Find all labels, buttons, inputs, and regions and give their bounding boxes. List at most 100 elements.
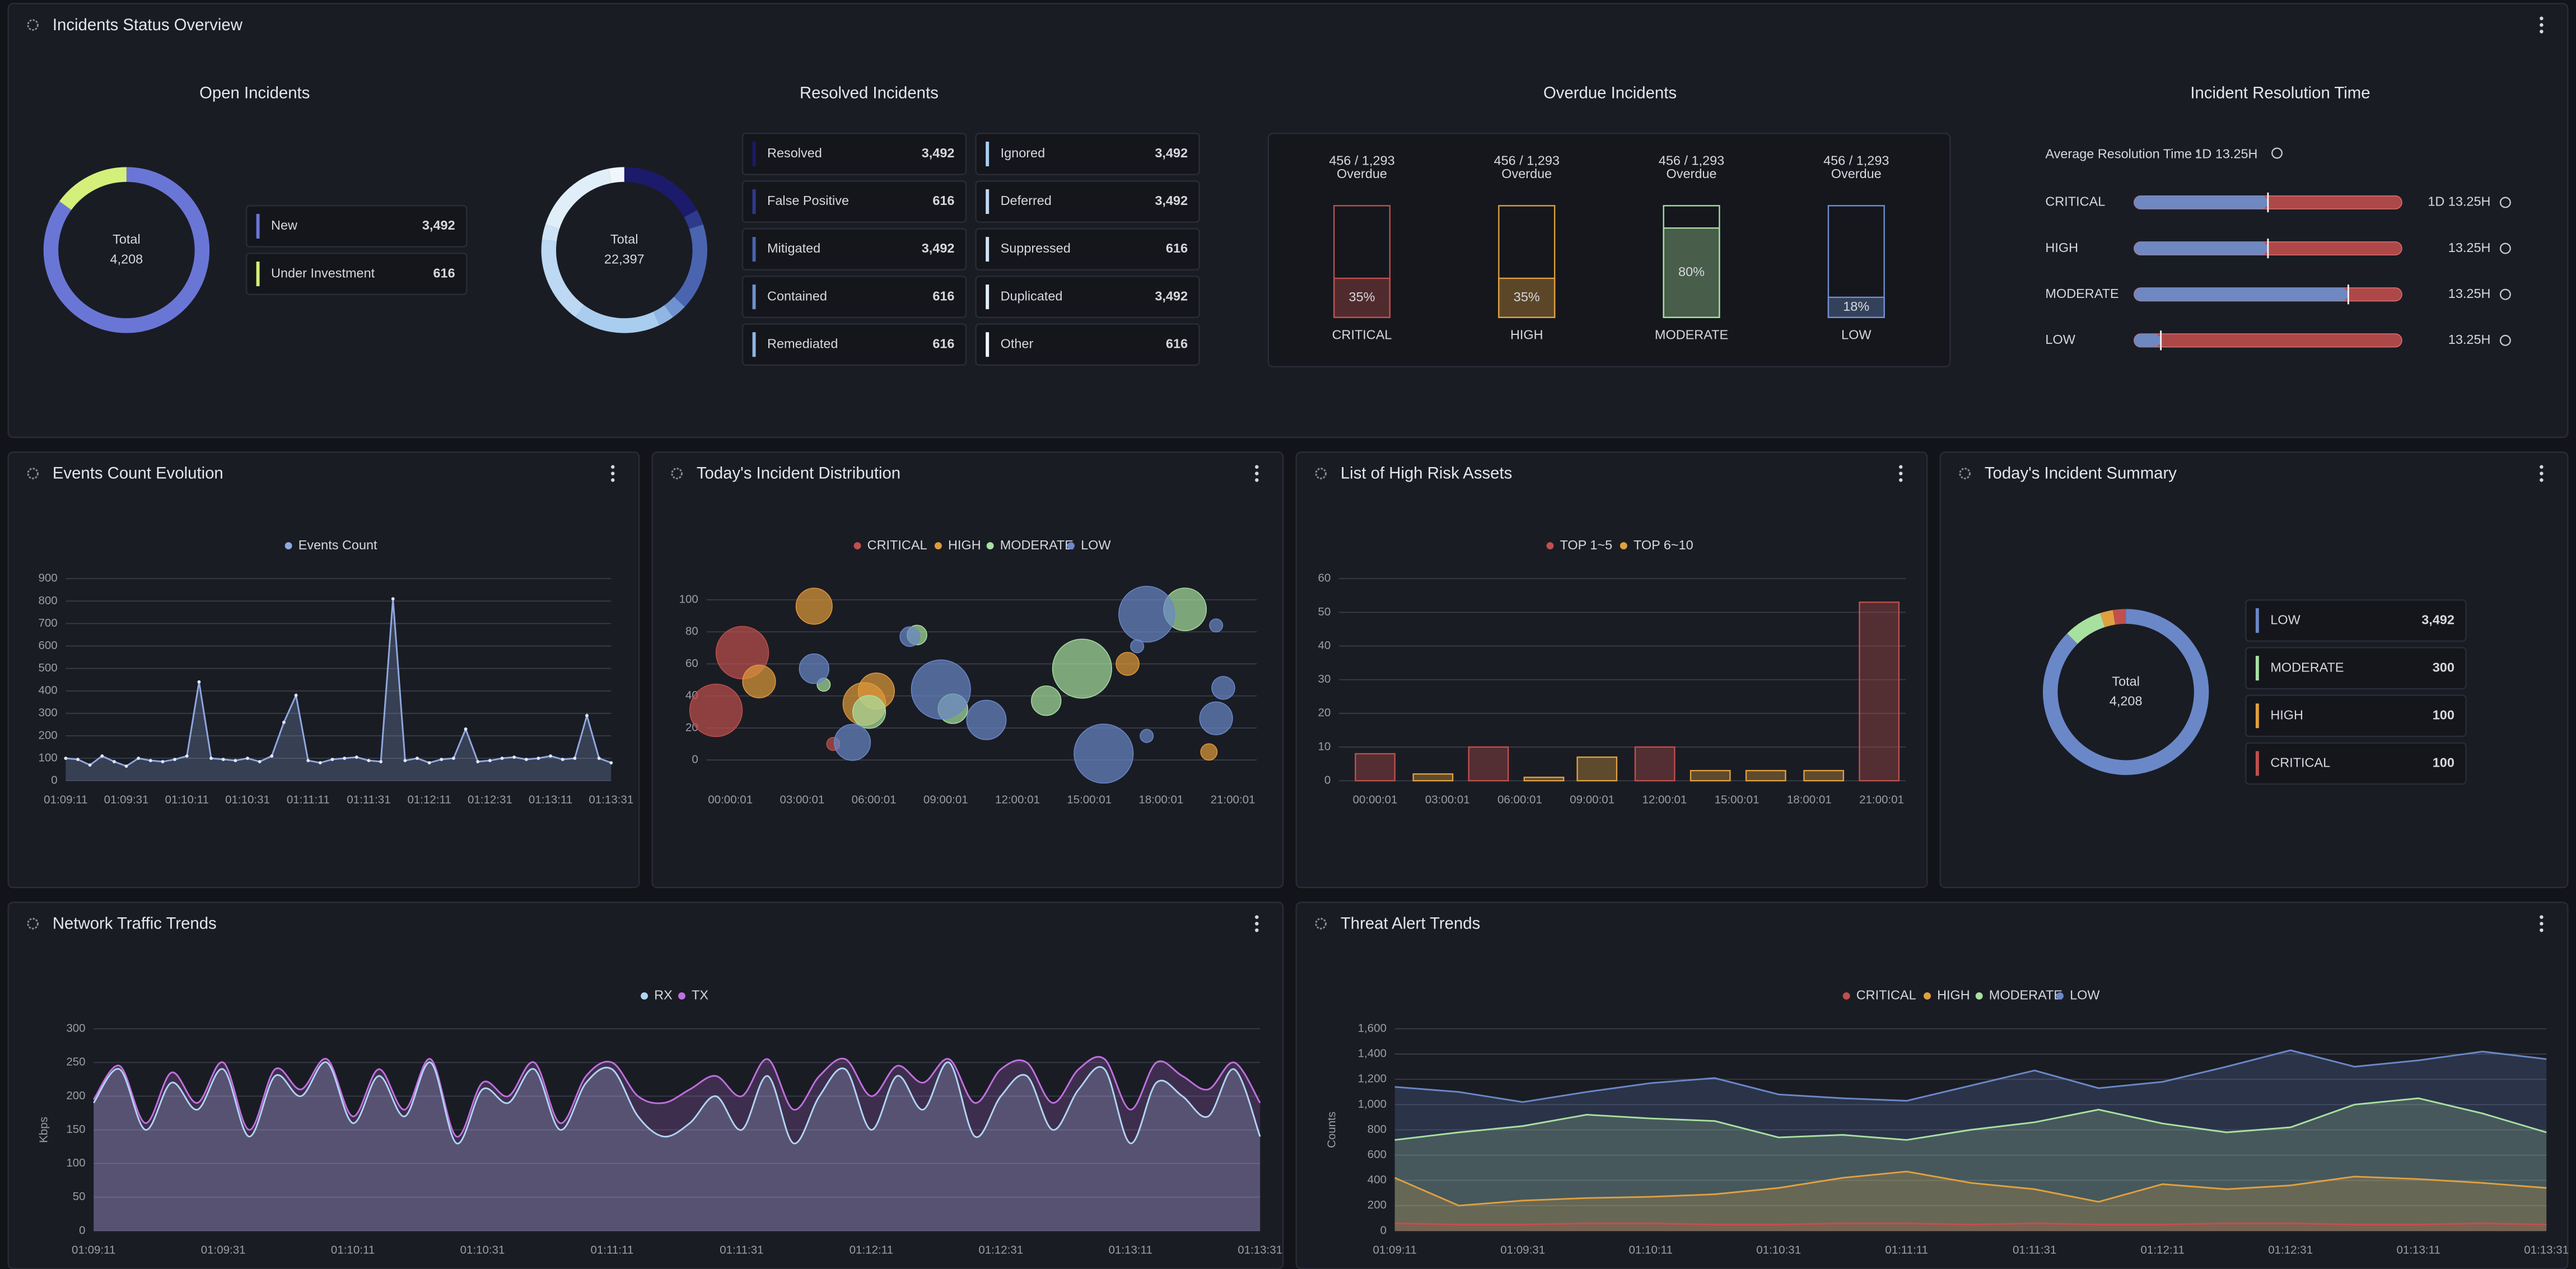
overdue-bar bbox=[1498, 277, 1556, 318]
y-tick-label: 1,200 bbox=[1358, 1072, 1387, 1085]
clock-icon bbox=[2271, 147, 2283, 159]
menu-dot bbox=[1255, 472, 1259, 475]
legend-value: 3,492 bbox=[1155, 193, 1188, 208]
y-tick-label: 0 bbox=[1380, 1224, 1387, 1237]
legend-value: 100 bbox=[2433, 755, 2454, 769]
bar bbox=[1412, 773, 1454, 782]
resolution-bar-left bbox=[2134, 287, 2349, 301]
legend-stripe bbox=[986, 141, 990, 166]
panel-title: List of High Risk Assets bbox=[1341, 464, 1512, 483]
legend-dot bbox=[641, 992, 648, 1000]
bubble bbox=[966, 699, 1007, 740]
legend-box bbox=[975, 133, 1200, 175]
point bbox=[379, 760, 383, 763]
point bbox=[597, 757, 601, 760]
legend-stripe bbox=[256, 262, 260, 287]
legend-label: TOP 6~10 bbox=[1634, 538, 1693, 552]
bubble bbox=[899, 626, 921, 647]
point bbox=[464, 727, 468, 731]
resolution-category: LOW bbox=[2045, 332, 2075, 347]
point bbox=[234, 759, 237, 762]
legend-stripe bbox=[752, 141, 756, 166]
legend-box bbox=[975, 228, 1200, 270]
bubble bbox=[852, 695, 886, 729]
legend-value: 3,492 bbox=[1155, 146, 1188, 160]
area-fill bbox=[94, 1062, 1261, 1231]
x-tick-label: 03:00:01 bbox=[1425, 794, 1470, 806]
menu-dot bbox=[2540, 472, 2544, 475]
bubble bbox=[1052, 638, 1112, 699]
point bbox=[573, 757, 577, 760]
overdue-caption: Overdue bbox=[1501, 166, 1552, 181]
y-tick-label: 1,600 bbox=[1358, 1022, 1387, 1035]
menu-dot bbox=[2540, 23, 2544, 27]
panel-bg bbox=[7, 451, 640, 888]
clock-icon bbox=[2499, 197, 2511, 208]
area-fill bbox=[94, 1057, 1261, 1231]
legend-dot bbox=[934, 542, 942, 550]
legend-stripe bbox=[752, 332, 756, 357]
menu-dot bbox=[1899, 478, 1903, 482]
point bbox=[427, 761, 431, 764]
legend-stripe bbox=[752, 189, 756, 214]
point bbox=[112, 760, 116, 763]
y-tick-label: 600 bbox=[38, 639, 57, 652]
x-tick-label: 18:00:01 bbox=[1787, 794, 1832, 806]
y-tick-label: 400 bbox=[38, 684, 57, 697]
section-title: Open Incidents bbox=[199, 84, 310, 102]
menu-dot bbox=[2540, 915, 2544, 919]
point bbox=[403, 759, 407, 762]
bar bbox=[1634, 746, 1676, 782]
menu-dot bbox=[2540, 928, 2544, 932]
menu-dot bbox=[1255, 928, 1259, 932]
panel-title: Incidents Status Overview bbox=[53, 16, 243, 34]
point bbox=[452, 757, 455, 760]
bar bbox=[1859, 601, 1900, 782]
legend-stripe bbox=[986, 284, 990, 310]
y-tick-label: 300 bbox=[66, 1022, 85, 1035]
x-tick-label: 01:12:31 bbox=[978, 1244, 1023, 1257]
y-axis-label: Kbps bbox=[38, 1117, 50, 1143]
overdue-ratio: 456 / 1,293 bbox=[1494, 153, 1560, 167]
panel: Events Count Evolution 0 100 200 300 400 500 60… bbox=[7, 451, 640, 888]
legend-stripe bbox=[256, 213, 260, 239]
section-title: Overdue Incidents bbox=[1543, 84, 1677, 102]
legend-dot bbox=[1975, 992, 1983, 1000]
menu-dot bbox=[1899, 472, 1903, 475]
panel-title: Network Traffic Trends bbox=[53, 915, 217, 933]
point bbox=[476, 760, 480, 763]
legend-dot bbox=[1924, 992, 1931, 1000]
line bbox=[66, 599, 612, 767]
y-tick-label: 800 bbox=[38, 594, 57, 607]
overdue-ratio: 456 / 1,293 bbox=[1823, 153, 1889, 167]
bubble bbox=[1118, 586, 1175, 643]
section-title: Resolved Incidents bbox=[800, 84, 939, 102]
donut-slice bbox=[664, 296, 685, 318]
x-tick-label: 06:00:01 bbox=[852, 794, 897, 806]
legend-value: 3,492 bbox=[1155, 288, 1188, 303]
point bbox=[536, 757, 540, 760]
legend-label: Resolved bbox=[767, 146, 822, 160]
bubble bbox=[689, 683, 743, 738]
overdue-value-label: 18% bbox=[1843, 299, 1869, 314]
panel-bg bbox=[7, 902, 1284, 1269]
x-tick-label: 01:11:31 bbox=[347, 794, 390, 806]
x-tick-label: 01:11:31 bbox=[720, 1244, 763, 1257]
donut-slice bbox=[542, 224, 560, 242]
legend-value: 616 bbox=[1166, 336, 1188, 351]
legend-box bbox=[741, 180, 967, 223]
legend-dot bbox=[284, 542, 292, 550]
y-tick-label: 50 bbox=[73, 1190, 86, 1203]
legend-label: Contained bbox=[767, 288, 827, 303]
donut-total: 4,208 bbox=[2110, 693, 2143, 708]
y-tick-label: 600 bbox=[1368, 1148, 1387, 1161]
legend-stripe bbox=[752, 237, 756, 262]
average-value: 1D 13.25H bbox=[2195, 147, 2257, 161]
donut-slice bbox=[59, 167, 127, 211]
overdue-category: HIGH bbox=[1510, 327, 1543, 342]
legend-label: False Positive bbox=[767, 193, 849, 208]
resolution-bar-left bbox=[2134, 241, 2268, 255]
panel: Network Traffic Trends 0 50 100 150 200 250 300… bbox=[7, 902, 1284, 1269]
legend-dot bbox=[986, 542, 994, 550]
